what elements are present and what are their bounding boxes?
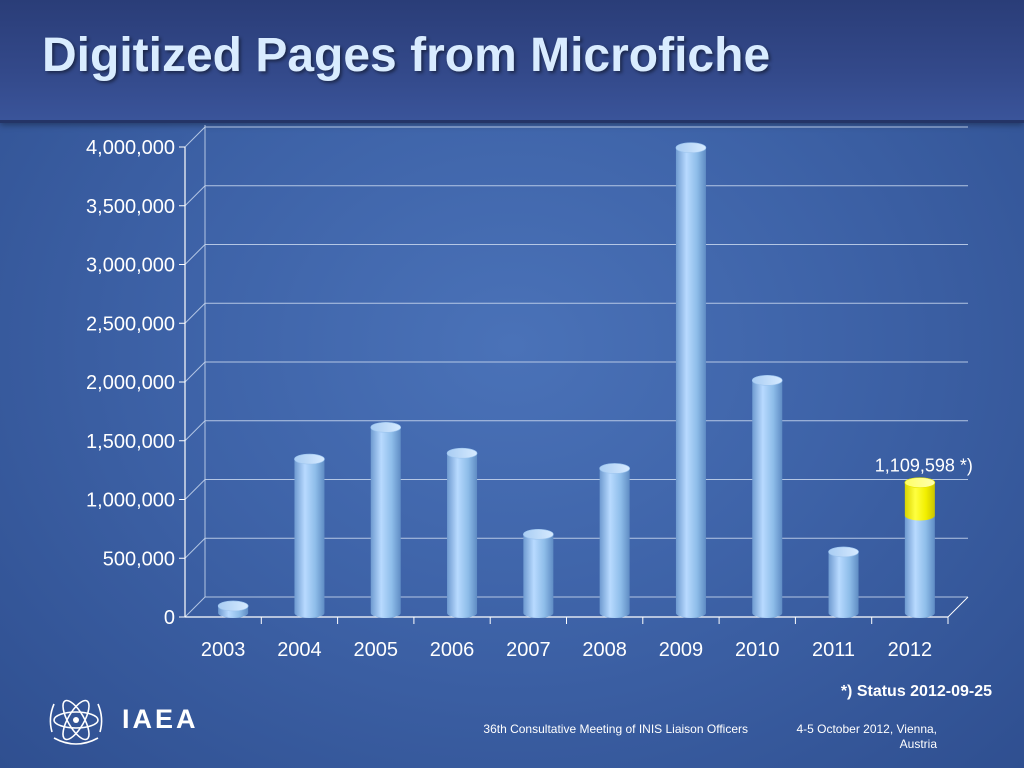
y-tick-label: 1,000,000	[86, 490, 175, 512]
title-bar: Digitized Pages from Microfiche	[0, 0, 1024, 123]
x-tick-label: 2012	[888, 639, 933, 661]
bar-body	[675, 147, 706, 618]
bar-2004	[294, 453, 325, 618]
x-tick-label: 2005	[354, 639, 399, 661]
bar-top	[446, 447, 478, 459]
x-tick-label: 2008	[582, 639, 627, 661]
bar-body	[599, 468, 630, 618]
bar-chart: 0 500,000 1,000,000 1,500,000 2,000,000 2,500…	[86, 125, 973, 661]
gridline-connector	[184, 244, 206, 265]
bar-top	[904, 477, 936, 488]
gridline-connector	[184, 537, 206, 559]
x-tick-label: 2007	[506, 639, 551, 661]
gridline-connector	[184, 361, 206, 383]
y-tick-label: 4,000,000	[86, 137, 175, 159]
gridline-connector	[184, 420, 206, 442]
footer-meeting: 36th Consultative Meeting of INIS Liaiso…	[483, 722, 748, 736]
slide-title: Digitized Pages from Microfiche	[42, 29, 771, 82]
bar-top	[828, 546, 859, 558]
bar-body	[752, 380, 783, 618]
bar-body	[828, 551, 859, 618]
gridlines	[184, 125, 968, 618]
bar-2006	[446, 447, 478, 618]
bar-top	[751, 375, 783, 386]
footer-date: 4-5 October 2012, Vienna, Austria	[796, 722, 937, 751]
bar-2009	[675, 142, 707, 618]
iaea-logo-icon	[49, 699, 103, 745]
bar-2005	[370, 422, 402, 618]
bar-body	[447, 453, 478, 618]
x-tick-label: 2010	[735, 639, 780, 661]
gridline-connector	[184, 479, 206, 500]
status-note: *) Status 2012-09-25	[840, 683, 992, 700]
bar-top	[294, 453, 325, 465]
x-tick-label: 2009	[659, 639, 704, 661]
bar-body	[370, 427, 401, 618]
bar-2010	[751, 375, 783, 618]
data-label: 1,109,598 *)	[875, 456, 973, 476]
x-tick-label: 2003	[201, 639, 246, 661]
gridline-connector	[184, 185, 206, 207]
bar-body	[294, 459, 325, 618]
x-tick-label: 2006	[430, 639, 475, 661]
y-tick-label: 3,000,000	[86, 255, 175, 277]
y-tick-label: 3,500,000	[86, 196, 175, 218]
bar-body	[904, 515, 935, 618]
y-tick-label: 1,500,000	[86, 431, 175, 453]
gridline-connector	[184, 126, 206, 148]
x-tick-label: 2004	[277, 639, 322, 661]
y-tick-label: 0	[164, 607, 175, 629]
bar-top	[523, 528, 554, 540]
x-tick-label: 2011	[812, 639, 855, 661]
gridline-connector	[184, 596, 206, 618]
bars	[217, 142, 936, 618]
bar-2011	[828, 546, 859, 618]
bar-2012	[904, 477, 936, 618]
bar-top	[370, 422, 402, 433]
y-tick-label: 2,000,000	[86, 372, 175, 394]
y-tick-label: 500,000	[103, 548, 175, 570]
bar-top	[599, 463, 630, 474]
iaea-logo-text: IAEA	[122, 704, 199, 734]
floor-right-edge	[947, 596, 969, 618]
bar-body	[523, 534, 554, 618]
bar-2003	[217, 600, 249, 618]
bar-2007	[523, 528, 554, 618]
bar-top	[217, 600, 249, 612]
bar-top	[675, 142, 707, 153]
gridline-connector	[184, 302, 206, 324]
bar-2008	[599, 463, 630, 618]
y-tick-label: 2,500,000	[86, 313, 175, 335]
labels: 0 500,000 1,000,000 1,500,000 2,000,000 2,500…	[86, 137, 973, 661]
bar-highlight-segment	[904, 482, 935, 521]
